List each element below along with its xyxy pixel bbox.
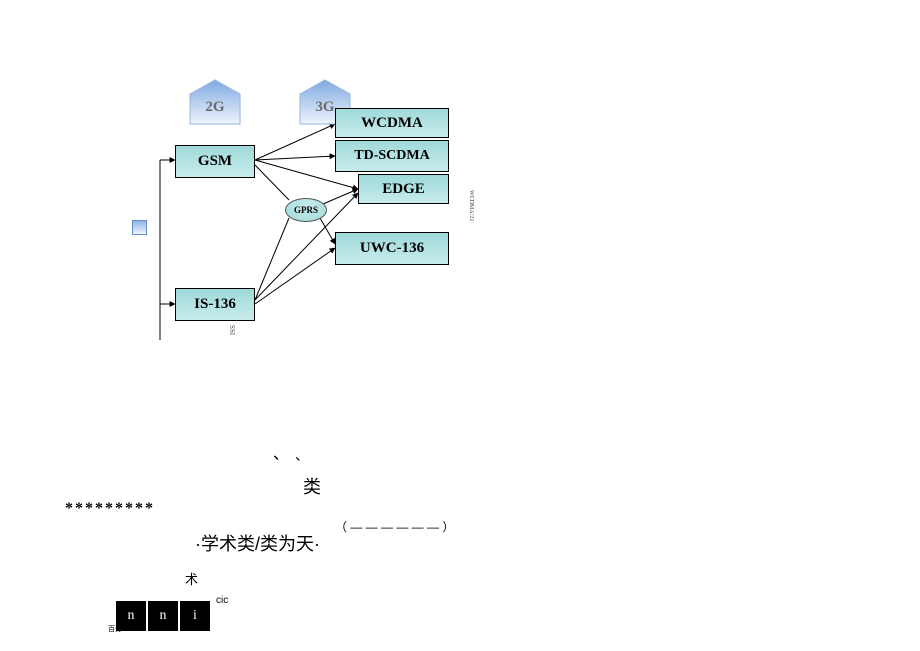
edge-gsm-gprs (255, 165, 289, 200)
box-uwc136: UWC-136 (335, 232, 449, 265)
chevron-chev-2g (190, 80, 240, 124)
edge-is136-gprs (255, 218, 289, 300)
edges-layer: 2G 3G (0, 0, 920, 651)
t-cn-row: ·学术类/类为天· (195, 530, 320, 556)
t-dashes: （ — — — — — — ） (335, 518, 454, 535)
ink-cell-1: n (147, 600, 179, 632)
oval-gprs: GPRS (285, 198, 327, 222)
lbl-right: WCDMA/21 (468, 190, 474, 221)
box-is136: IS-136 (175, 288, 255, 321)
diagram-stage: 2G3G SSIWCDMA/21 ********* 、、类·学术类/类为天·（… (0, 0, 920, 651)
t-cic: cic (216, 595, 228, 606)
lbl-ssi: SSI (228, 325, 236, 335)
ink-row: nni (115, 600, 211, 632)
stars-text: ********* (65, 500, 155, 518)
t-dot2: 、 (295, 445, 309, 465)
edge-is136-uwc (255, 248, 335, 304)
t-cn1: 类 (303, 473, 321, 499)
legend-square (132, 220, 147, 235)
box-edge: EDGE (358, 174, 449, 204)
ink-cell-2: i (179, 600, 211, 632)
chevron-label-chev-2g: 2G (205, 99, 225, 115)
edge-gsm-wcdma (255, 124, 335, 160)
edge-gprs-edge (323, 189, 358, 204)
t-dot1: 、 (273, 440, 289, 464)
edge-gsm-tdscdma (255, 156, 335, 160)
box-wcdma: WCDMA (335, 108, 449, 138)
ink-tiny-label: 百分 (108, 624, 122, 634)
chevron-label-chev-3g: 3G (315, 99, 335, 115)
box-gsm: GSM (175, 145, 255, 178)
edge-gprs-uwc (320, 218, 335, 244)
t-cn2: 术 (185, 569, 198, 588)
box-tdscdma: TD-SCDMA (335, 140, 449, 172)
